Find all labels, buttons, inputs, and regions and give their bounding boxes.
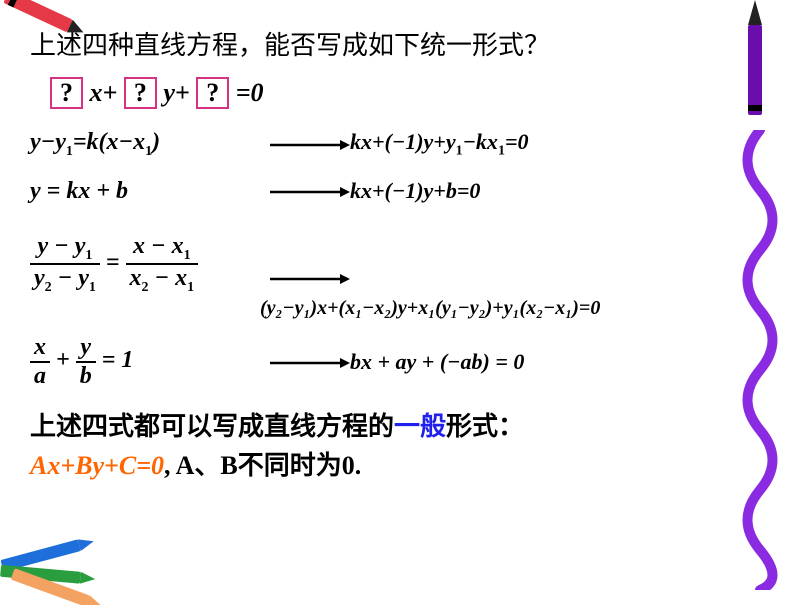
arrow-icon xyxy=(270,131,350,158)
arrow-icon xyxy=(270,264,350,291)
box-equation: ? x+ ? y+ ? =0 xyxy=(50,77,760,109)
arrow-icon xyxy=(270,348,350,375)
squiggle-purple-icon xyxy=(730,130,790,590)
conclusion: 上述四式都可以写成直线方程的一般形式： Ax+By+C=0, A、B不同时为0. xyxy=(30,407,760,485)
crayon-bottom-left-icon xyxy=(0,535,125,605)
box2: ? xyxy=(124,77,157,109)
equation-4: xa + yb = 1 bx + ay + (−ab) = 0 xyxy=(30,334,760,389)
box3: ? xyxy=(196,77,229,109)
arrow-icon xyxy=(270,178,350,205)
equation-2: y = kx + b kx+(−1)y+b=0 xyxy=(30,178,760,205)
crayon-top-left-icon xyxy=(0,0,100,50)
equation-1: y−y1=k(x−x1) kx+(−1)y+y1−kx1=0 xyxy=(30,129,760,160)
page-title: 上述四种直线方程，能否写成如下统一形式？ xyxy=(30,25,760,62)
crayon-top-right-icon xyxy=(730,0,780,135)
equation-3: y − y1 y2 − y1 = x − x1 x2 − x1 (y₂−y₁)x… xyxy=(30,223,760,320)
box1: ? xyxy=(50,77,83,109)
